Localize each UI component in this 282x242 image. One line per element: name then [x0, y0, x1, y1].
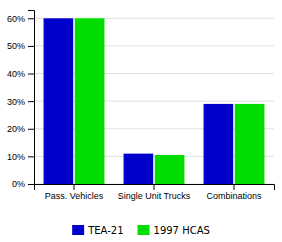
y-tick-label: 40% — [7, 69, 25, 79]
y-tick: 10% — [7, 152, 34, 162]
bar — [204, 104, 234, 184]
y-tick-mark — [28, 74, 34, 75]
bar — [235, 104, 265, 184]
y-tick-mark — [28, 18, 34, 19]
y-tick-label: 20% — [7, 124, 25, 134]
y-tick-mark — [28, 156, 34, 157]
x-tick-label: Pass. Vehicles — [45, 191, 104, 201]
y-tick-label: 0% — [12, 179, 25, 189]
y-tick: 60% — [7, 14, 34, 24]
y-tick-label: 30% — [7, 97, 25, 107]
legend-swatch — [72, 225, 84, 235]
legend-item: 1997 HCAS — [138, 225, 210, 236]
y-tick-label: 60% — [7, 14, 25, 24]
y-tick-label: 50% — [7, 41, 25, 51]
x-tick-mark — [234, 184, 235, 190]
y-tick: 20% — [7, 124, 34, 134]
grid — [34, 18, 274, 184]
bar — [44, 18, 74, 184]
legend-label: 1997 HCAS — [154, 225, 210, 236]
bar-series — [44, 18, 234, 184]
x-tick-mark — [74, 184, 75, 190]
x-axis-line — [35, 185, 275, 191]
x-tick-label: Single Unit Trucks — [118, 191, 191, 201]
x-tick-mark — [154, 184, 155, 190]
x-axis: Pass. Vehicles Single Unit Trucks Combinat… — [35, 184, 275, 201]
y-tick: 30% — [7, 97, 34, 107]
y-axis: 0% 10% 20% 30% 40% 50% 60% — [7, 11, 35, 190]
y-tick-label: 10% — [7, 152, 25, 162]
y-tick-mark — [28, 101, 34, 102]
y-tick: 0% — [12, 179, 34, 189]
chart: 0% 10% 20% 30% 40% 50% 60% Pass. Vehicles Single… — [0, 0, 282, 242]
y-tick-mark — [28, 46, 34, 47]
legend: TEA-21 1997 HCAS — [72, 225, 210, 236]
y-tick: 40% — [7, 69, 34, 79]
x-tick: Single Unit Trucks — [118, 184, 191, 201]
x-tick: Pass. Vehicles — [45, 184, 104, 201]
x-tick: Combinations — [206, 184, 262, 201]
y-tick-mark — [28, 129, 34, 130]
y-tick-mark — [28, 184, 34, 185]
bars — [44, 18, 265, 184]
x-tick-label: Combinations — [206, 191, 262, 201]
bar — [75, 18, 105, 184]
legend-item: TEA-21 — [72, 225, 123, 236]
plot: 0% 10% 20% 30% 40% 50% 60% Pass. Vehicles Single… — [7, 11, 275, 202]
y-tick: 50% — [7, 41, 34, 51]
bar — [155, 155, 185, 184]
y-axis-line — [28, 11, 35, 185]
legend-swatch — [138, 225, 150, 235]
bar-series — [75, 18, 265, 184]
bar — [124, 154, 154, 184]
legend-label: TEA-21 — [87, 225, 123, 236]
